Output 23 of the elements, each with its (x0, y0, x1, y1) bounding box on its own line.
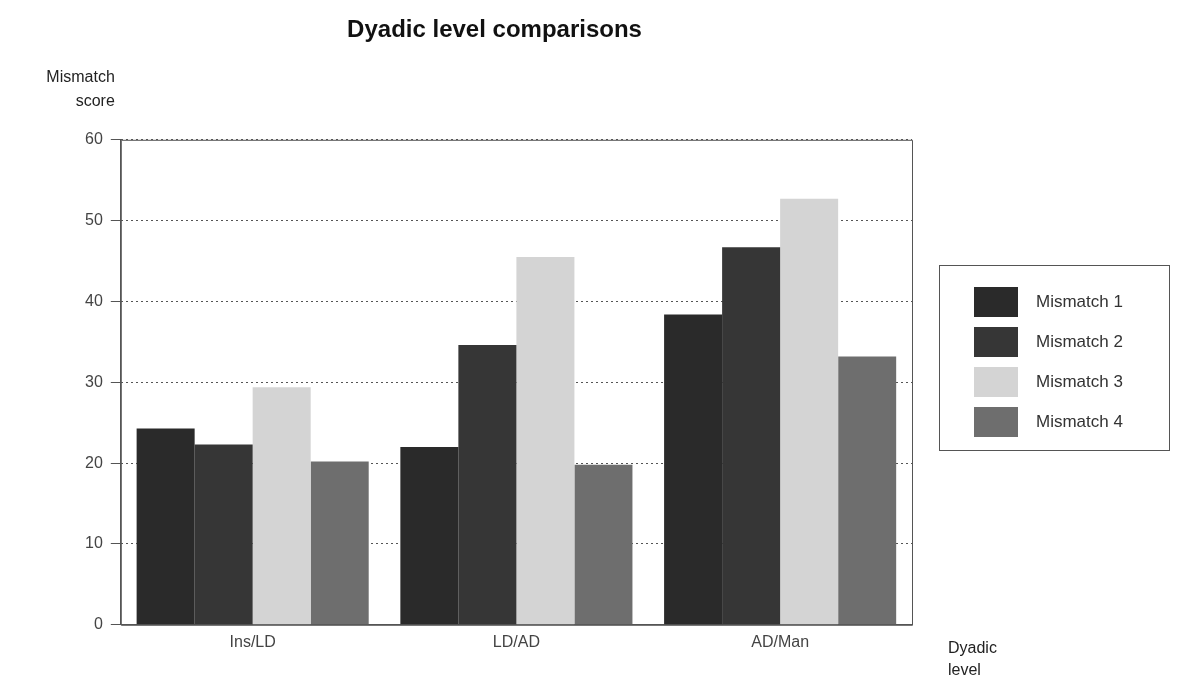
y-tick-label: 10 (85, 534, 103, 552)
bar (516, 257, 575, 625)
legend-label: Mismatch 1 (1036, 292, 1123, 312)
bar (574, 464, 633, 625)
legend-label: Mismatch 3 (1036, 372, 1123, 392)
y-tick-label: 30 (85, 372, 103, 390)
legend-label: Mismatch 4 (1036, 412, 1123, 432)
x-tick-label: Ins/LD (229, 632, 276, 650)
legend-label: Mismatch 2 (1036, 332, 1123, 352)
y-axis-title: Mismatch score (46, 68, 115, 109)
y-tick-label: 40 (85, 291, 103, 309)
x-tick-label: AD/Man (751, 632, 810, 650)
bar (310, 461, 369, 625)
y-tick-label: 0 (93, 615, 103, 633)
y-tick-label: 60 (85, 130, 103, 148)
bar (252, 387, 311, 625)
bar (780, 198, 839, 625)
y-tick-label: 50 (85, 211, 103, 229)
x-axis-title: Dyadic level (948, 638, 997, 678)
x-tick-label: LD/AD (492, 632, 540, 650)
bar (838, 356, 897, 625)
chart-title: Dyadic level comparisons (347, 15, 642, 43)
y-tick-label: 20 (85, 453, 103, 471)
